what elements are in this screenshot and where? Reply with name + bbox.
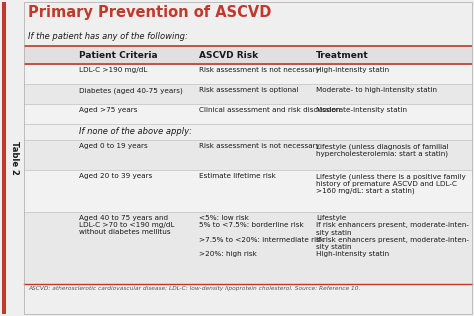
Text: Lifestyle (unless there is a positive family
history of premature ASCVD and LDL-: Lifestyle (unless there is a positive fa… <box>316 173 466 195</box>
Text: Aged 0 to 19 years: Aged 0 to 19 years <box>79 143 147 149</box>
Text: Moderate-intensity statin: Moderate-intensity statin <box>316 107 407 113</box>
Bar <box>24 124 472 140</box>
Text: If none of the above apply:: If none of the above apply: <box>79 127 191 137</box>
Text: If the patient has any of the following:: If the patient has any of the following: <box>28 32 188 41</box>
Text: Lifestyle (unless diagnosis of familial
hypercholesterolemia: start a statin): Lifestyle (unless diagnosis of familial … <box>316 143 448 157</box>
Text: High-intensity statin: High-intensity statin <box>316 67 389 73</box>
Text: Diabetes (aged 40-75 years): Diabetes (aged 40-75 years) <box>79 87 182 94</box>
Text: Primary Prevention of ASCVD: Primary Prevention of ASCVD <box>28 5 272 20</box>
Bar <box>24 140 472 170</box>
Bar <box>24 170 472 212</box>
Text: Table 2: Table 2 <box>9 141 18 175</box>
Bar <box>24 2 472 46</box>
Text: Aged 20 to 39 years: Aged 20 to 39 years <box>79 173 152 179</box>
Bar <box>24 84 472 104</box>
Text: LDL-C >190 mg/dL: LDL-C >190 mg/dL <box>79 67 147 73</box>
Text: Moderate- to high-intensity statin: Moderate- to high-intensity statin <box>316 87 437 93</box>
Bar <box>24 64 472 84</box>
Text: Patient Criteria: Patient Criteria <box>79 51 157 59</box>
Bar <box>2 2 6 314</box>
Text: Risk assessment is not necessary: Risk assessment is not necessary <box>200 67 320 73</box>
Text: Treatment: Treatment <box>316 51 369 59</box>
Text: Aged 40 to 75 years and
LDL-C >70 to <190 mg/dL
without diabetes mellitus: Aged 40 to 75 years and LDL-C >70 to <19… <box>79 215 174 235</box>
Text: Lifestyle
If risk enhancers present, moderate-inten-
sity statin
If risk enhance: Lifestyle If risk enhancers present, mod… <box>316 215 469 257</box>
Text: Risk assessment is optional: Risk assessment is optional <box>200 87 299 93</box>
Text: ASCVD Risk: ASCVD Risk <box>200 51 259 59</box>
Text: Clinical assessment and risk discussion: Clinical assessment and risk discussion <box>200 107 341 113</box>
Bar <box>24 46 472 64</box>
Bar <box>24 212 472 284</box>
Text: Risk assessment is not necessary: Risk assessment is not necessary <box>200 143 320 149</box>
Text: ASCVD: atherosclerotic cardiovascular disease; LDL-C: low-density lipoprotein ch: ASCVD: atherosclerotic cardiovascular di… <box>28 286 360 291</box>
Text: <5%: low risk
5% to <7.5%: borderline risk

>7.5% to <20%: intermediate risk

>2: <5%: low risk 5% to <7.5%: borderline ri… <box>200 215 325 257</box>
Bar <box>24 104 472 124</box>
Text: Estimate lifetime risk: Estimate lifetime risk <box>200 173 276 179</box>
Bar <box>0 2 22 314</box>
Text: Aged >75 years: Aged >75 years <box>79 107 137 113</box>
